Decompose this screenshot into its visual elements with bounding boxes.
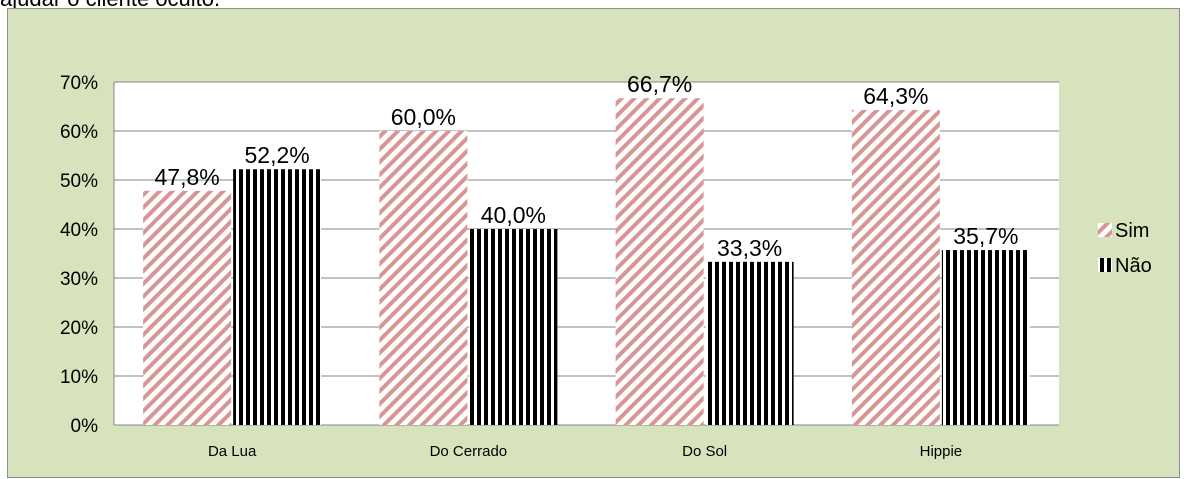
y-tick-label: 0% xyxy=(71,416,99,437)
bar-sim-hippie xyxy=(851,109,940,426)
legend-label-nao: Não xyxy=(1115,255,1152,277)
data-label-sim-da-lua: 47,8% xyxy=(155,164,220,190)
x-tick-label: Hippie xyxy=(920,443,963,460)
x-axis-tick-labels: Da Lua Do Cerrado Do Sol Hippie xyxy=(208,443,962,460)
x-tick-label: Do Sol xyxy=(682,443,727,460)
bar-chart: 0%10%20%30%40%50%60%70% 47,8%52,2%60,0%4… xyxy=(60,71,1152,460)
bar-sim-do-sol xyxy=(615,98,704,426)
data-label-sim-do-cerrado: 60,0% xyxy=(391,104,456,130)
y-tick-label: 50% xyxy=(60,171,98,192)
bars xyxy=(143,98,1030,426)
data-label-sim-do-sol: 66,7% xyxy=(627,71,692,97)
legend-swatch-nao xyxy=(1098,258,1112,272)
data-labels: 47,8% 52,2% 60,0% 40,0% 66,7% 33,3% 64,3% 35,7% xyxy=(155,71,1019,261)
x-tick-label: Da Lua xyxy=(208,443,257,460)
bar-nao-hippie xyxy=(941,250,1030,425)
bar-nao-da-lua xyxy=(233,169,322,425)
bar-sim-da-lua xyxy=(143,190,232,425)
x-tick-label: Do Cerrado xyxy=(430,443,508,460)
y-tick-label: 60% xyxy=(60,122,98,143)
bar-nao-do-sol xyxy=(705,261,794,425)
legend-swatch-sim xyxy=(1098,223,1112,237)
y-axis-tick-labels: 0% 10% 20% 30% 40% 50% 60% 70% xyxy=(60,73,98,437)
page-caption: ajudar o cliente oculto. xyxy=(0,0,220,12)
data-label-nao-hippie: 35,7% xyxy=(953,223,1018,249)
y-tick-label: 70% xyxy=(60,73,98,94)
y-tick-label: 10% xyxy=(60,367,98,388)
legend: Sim Não xyxy=(1098,220,1152,277)
legend-label-sim: Sim xyxy=(1115,220,1149,242)
bar-sim-do-cerrado xyxy=(379,131,468,425)
y-tick-label: 20% xyxy=(60,318,98,339)
data-label-sim-hippie: 64,3% xyxy=(863,83,928,109)
data-label-nao-da-lua: 52,2% xyxy=(245,142,310,168)
chart-panel: 0% 10% 20% 30% 40% 50% 60% 70% 47,8% 52,2% 60,0% 4… xyxy=(7,8,1180,478)
data-label-nao-do-cerrado: 40,0% xyxy=(481,202,546,228)
y-tick-label: 40% xyxy=(60,220,98,241)
bar-nao-do-cerrado xyxy=(469,229,558,425)
y-tick-label: 30% xyxy=(60,269,98,290)
data-label-nao-do-sol: 33,3% xyxy=(717,235,782,261)
